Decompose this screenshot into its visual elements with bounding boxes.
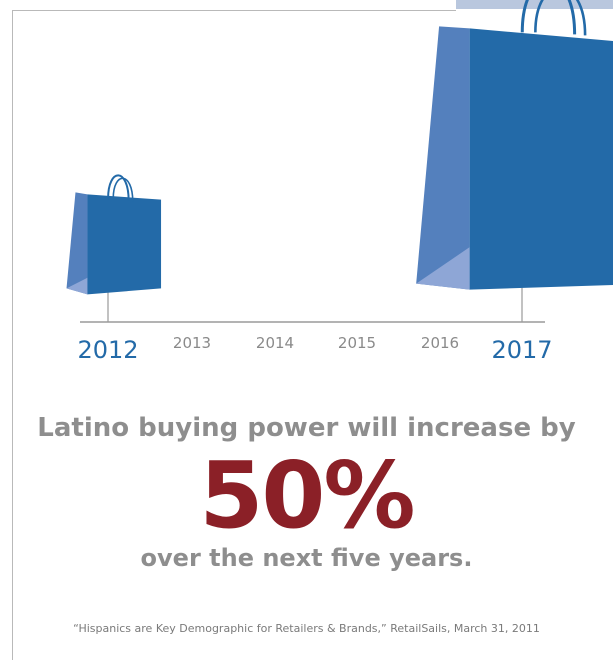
year-label-2012: 2012: [77, 336, 138, 364]
bag-handle-inner-2012: [112, 177, 134, 202]
year-label-2013: 2013: [173, 334, 211, 352]
year-label-2015: 2015: [338, 334, 376, 352]
bag-handle-2012: [107, 174, 130, 201]
frame-top-border: [12, 10, 456, 11]
year-label-2014: 2014: [256, 334, 294, 352]
year-label-2017: 2017: [491, 336, 552, 364]
corner-tab: [456, 0, 613, 9]
bag-2017: [416, 0, 613, 322]
year-label-2016: 2016: [421, 334, 459, 352]
bag-front-2017: [469, 28, 613, 290]
bag-side-2012: [66, 192, 88, 295]
bag-front-2012: [87, 194, 162, 295]
bag-fold-2012: [66, 277, 88, 295]
bag-handle-2017: [520, 0, 577, 35]
bag-2012: [66, 174, 162, 322]
shopping-bag-chart: 2012 2013 2014 2015 2016 2017: [66, 0, 613, 364]
bag-fold-2017: [416, 247, 470, 290]
source-citation: “Hispanics are Key Demographic for Retai…: [73, 622, 540, 635]
bag-handle-inner-2017: [534, 0, 587, 36]
subline: over the next five years.: [140, 544, 473, 572]
headline: Latino buying power will increase by: [37, 413, 576, 443]
bag-side-2017: [416, 26, 470, 290]
growth-figure: 50%: [199, 442, 415, 549]
frame-left-border: [12, 10, 13, 660]
